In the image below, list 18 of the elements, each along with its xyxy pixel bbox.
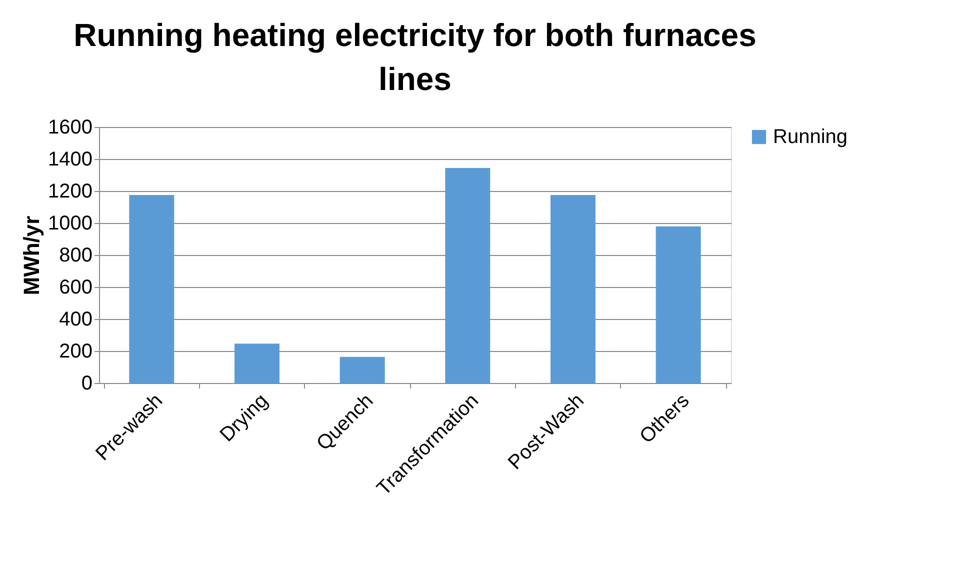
y-tick-label: 1000	[48, 212, 92, 234]
bar	[656, 226, 701, 383]
y-tick-label: 0	[81, 372, 92, 394]
bar	[445, 168, 490, 383]
legend-label: Running	[773, 126, 848, 148]
bar	[340, 356, 385, 383]
y-tick-label: 1400	[48, 148, 92, 170]
y-tick-label: 1600	[48, 116, 92, 138]
y-axis-title: MWh/yr	[19, 215, 44, 296]
y-tick-label: 1200	[48, 180, 92, 202]
y-tick-label: 800	[59, 244, 92, 266]
bar	[129, 195, 174, 383]
bar	[550, 195, 596, 383]
y-tick-label: 400	[59, 308, 92, 330]
y-tick-label: 600	[59, 276, 92, 298]
y-tick-label: 200	[59, 340, 92, 362]
bar	[234, 344, 280, 383]
chart-title: Running heating electricity for both furnaces lines	[74, 17, 756, 97]
